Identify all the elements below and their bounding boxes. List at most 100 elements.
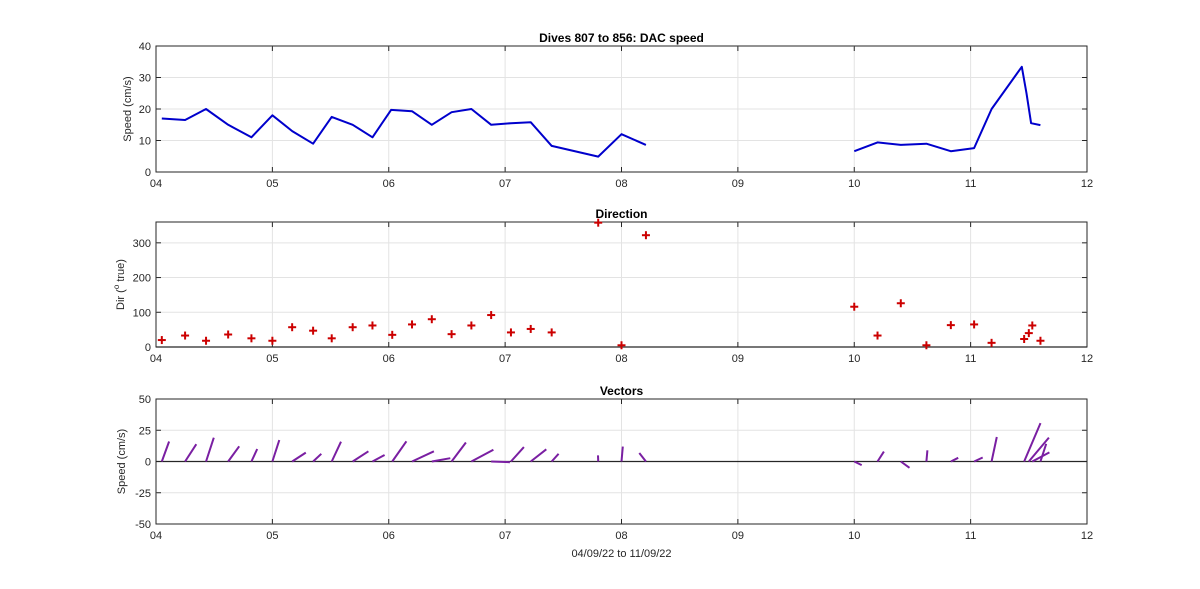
vector-stick <box>431 457 451 463</box>
vector-stick <box>638 452 647 463</box>
vector-stick <box>271 439 281 462</box>
direction-point <box>1020 335 1029 344</box>
direction-point <box>268 336 277 345</box>
direction-ylabel-after: true) <box>115 259 127 285</box>
direction-xtick-label: 07 <box>499 353 511 365</box>
speed-xtick-label: 08 <box>615 178 627 190</box>
speed-ytick-label: 30 <box>139 73 151 85</box>
vector-stick <box>853 460 863 467</box>
vector-stick <box>312 453 322 463</box>
vector-stick <box>1039 443 1048 462</box>
direction-point <box>224 330 233 339</box>
direction-point <box>181 331 190 340</box>
direction-ylabel-before: Dir ( <box>115 289 127 310</box>
direction-point <box>641 231 650 240</box>
vector-stick <box>491 460 510 464</box>
vectors-xtick-label: 09 <box>732 530 744 542</box>
direction-point <box>288 323 297 332</box>
speed-ytick-label: 40 <box>139 41 151 53</box>
vector-stick <box>330 441 342 462</box>
direction-point <box>1028 321 1037 330</box>
speed-xtick-label: 10 <box>848 178 860 190</box>
direction-point <box>309 326 318 335</box>
speed-xtick-label: 09 <box>732 178 744 190</box>
vector-stick <box>184 443 198 463</box>
vector-stick <box>530 448 547 463</box>
vector-stick <box>620 446 624 462</box>
speed-xtick-label: 12 <box>1081 178 1093 190</box>
direction-point <box>987 338 996 347</box>
direction-point <box>850 302 859 311</box>
vector-stick <box>450 441 467 463</box>
speed-line-segment-1 <box>161 108 647 158</box>
vector-stick <box>352 450 369 463</box>
direction-title: Direction <box>595 207 647 221</box>
direction-point <box>1024 329 1033 338</box>
vectors-ytick-label: 25 <box>139 425 151 437</box>
direction-point <box>1036 336 1045 345</box>
direction-point <box>617 341 626 350</box>
direction-point <box>368 321 377 330</box>
direction-ytick-label: 100 <box>133 307 151 319</box>
direction-point <box>922 341 931 350</box>
vector-stick <box>990 436 998 462</box>
vectors-xtick-label: 11 <box>965 530 976 542</box>
direction-ytick-label: 200 <box>133 273 151 285</box>
direction-point <box>427 315 436 324</box>
vectors-ytick-label: -25 <box>135 488 151 500</box>
direction-point <box>594 218 603 227</box>
direction-xtick-label: 06 <box>383 353 395 365</box>
direction-point <box>506 328 515 337</box>
vectors-xtick-label: 06 <box>383 530 395 542</box>
direction-point <box>873 331 882 340</box>
direction-xtick-label: 08 <box>615 353 627 365</box>
vector-stick <box>510 446 525 463</box>
speed-xtick-label: 04 <box>150 178 162 190</box>
direction-point <box>247 334 256 343</box>
speed-ytick-label: 0 <box>145 167 151 179</box>
speed-xtick-label: 06 <box>383 178 395 190</box>
direction-xtick-label: 12 <box>1081 353 1093 365</box>
vectors-ylabel: Speed (cm/s) <box>116 429 128 494</box>
vectors-xtick-label: 05 <box>266 530 278 542</box>
vector-stick <box>950 456 959 463</box>
direction-point <box>408 320 417 329</box>
vector-stick <box>1023 422 1042 462</box>
speed-ytick-label: 10 <box>139 136 151 148</box>
vector-stick <box>925 450 929 462</box>
vector-stick <box>227 445 241 463</box>
direction-xtick-label: 04 <box>150 353 162 365</box>
vector-stick <box>391 440 408 463</box>
vector-stick <box>876 451 885 463</box>
direction-point <box>896 299 905 308</box>
direction-point <box>157 336 166 345</box>
direction-ytick-label: 300 <box>133 238 151 250</box>
vector-stick <box>470 448 494 463</box>
direction-point <box>547 328 556 337</box>
vector-stick <box>291 451 307 463</box>
direction-gridlines <box>156 222 1087 347</box>
direction-ylabel-sup: o <box>112 284 121 289</box>
speed-xtick-label: 11 <box>965 178 976 190</box>
direction-point <box>202 336 211 345</box>
speed-line-segment-2 <box>853 65 1041 153</box>
direction-point <box>526 324 535 333</box>
speed-ylabel: Speed (cm/s) <box>122 76 134 141</box>
direction-point <box>447 330 456 339</box>
vectors-title: Vectors <box>600 384 644 398</box>
vector-stick <box>900 460 911 469</box>
direction-point <box>946 321 955 330</box>
vector-stick <box>550 453 560 463</box>
direction-xtick-label: 10 <box>848 353 860 365</box>
vector-stick <box>411 450 435 463</box>
speed-xtick-label: 05 <box>266 178 278 190</box>
direction-point <box>348 323 357 332</box>
vectors-panel: Vectors Speed (cm/s) 04/09/22 to 11/09/2… <box>116 384 1093 560</box>
direction-point <box>487 311 496 320</box>
speed-xtick-label: 07 <box>499 178 511 190</box>
vector-stick <box>250 448 259 462</box>
vectors-xtick-label: 10 <box>848 530 860 542</box>
direction-point <box>467 321 476 330</box>
vectors-xtick-label: 08 <box>615 530 627 542</box>
